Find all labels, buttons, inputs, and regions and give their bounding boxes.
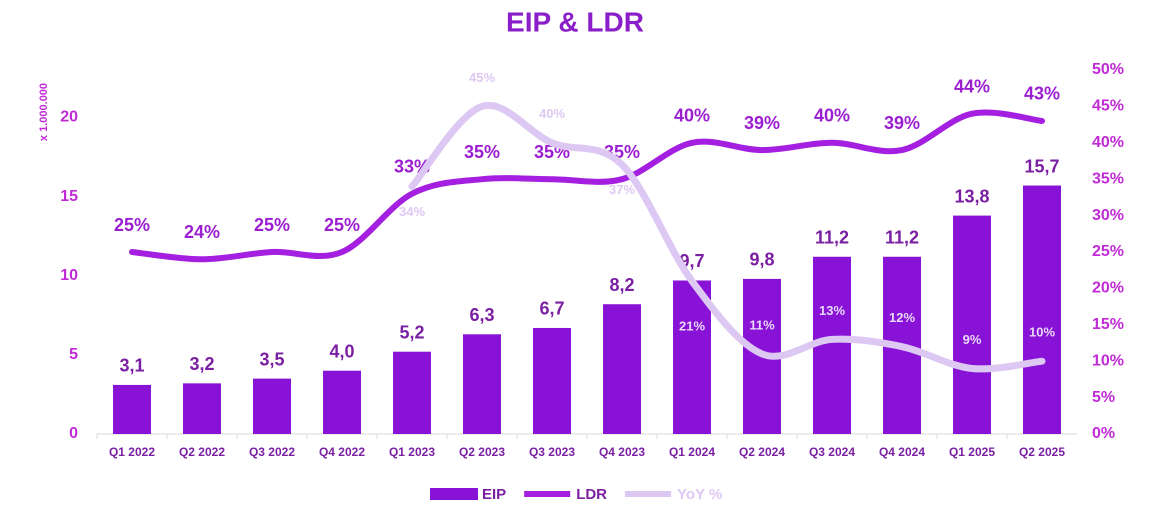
bar <box>393 351 431 434</box>
line-label: 43% <box>1024 84 1060 104</box>
y-tick-label: 20 <box>60 109 78 126</box>
bar-label: 11,2 <box>815 227 849 247</box>
bar <box>533 327 571 434</box>
line-label: 40% <box>674 106 710 126</box>
x-tick-label: Q1 2022 <box>109 445 155 459</box>
line-label: 24% <box>184 222 220 242</box>
y-axis-label: x 1.000.000 <box>38 83 50 141</box>
line-label: 25% <box>114 215 150 235</box>
bar <box>183 383 221 434</box>
x-tick-label: Q1 2024 <box>669 445 715 459</box>
line-label: 9% <box>963 332 982 347</box>
y2-tick-label: 10% <box>1092 352 1124 369</box>
x-tick-label: Q1 2025 <box>949 445 995 459</box>
bar-label: 9,8 <box>749 250 774 270</box>
bar-label: 8,2 <box>609 275 634 295</box>
line-label: 39% <box>884 113 920 133</box>
x-tick-label: Q4 2022 <box>319 445 365 459</box>
bar <box>673 280 711 434</box>
line-label: 25% <box>254 215 290 235</box>
y2-tick-label: 40% <box>1092 134 1124 151</box>
y2-tick-label: 35% <box>1092 170 1124 187</box>
y-tick-label: 0 <box>69 425 78 442</box>
bar-label: 5,2 <box>399 322 424 342</box>
y-tick-label: 5 <box>69 346 78 363</box>
bar-label: 6,3 <box>469 305 494 325</box>
y2-tick-label: 15% <box>1092 316 1124 333</box>
bar-label: 3,1 <box>119 356 144 376</box>
line-label: 35% <box>464 142 500 162</box>
bar <box>603 304 641 434</box>
y2-tick-label: 20% <box>1092 280 1124 297</box>
y-tick-label: 10 <box>60 267 78 284</box>
y2-tick-label: 30% <box>1092 207 1124 224</box>
legend-swatch <box>430 488 478 500</box>
line-label: 11% <box>749 317 775 332</box>
legend-label: EIP <box>482 486 506 503</box>
bar-label: 13,8 <box>954 186 989 206</box>
bar-label: 11,2 <box>885 227 919 247</box>
line-label: 12% <box>889 310 915 325</box>
y2-tick-label: 0% <box>1092 425 1115 442</box>
x-tick-label: Q3 2022 <box>249 445 295 459</box>
legend-label: YoY % <box>677 486 722 503</box>
x-tick-label: Q2 2022 <box>179 445 225 459</box>
chart-title: EIP & LDR <box>506 6 644 37</box>
line-label: 37% <box>609 182 635 197</box>
bar <box>253 378 291 434</box>
x-tick-label: Q3 2023 <box>529 445 575 459</box>
y2-tick-label: 50% <box>1092 61 1124 78</box>
x-tick-label: Q3 2024 <box>809 445 855 459</box>
y2-tick-label: 5% <box>1092 389 1115 406</box>
line-label: 13% <box>819 303 845 318</box>
bar-label: 15,7 <box>1024 156 1059 176</box>
x-tick-label: Q4 2024 <box>879 445 925 459</box>
line-label: 25% <box>324 215 360 235</box>
bar <box>323 370 361 434</box>
bar <box>953 215 991 434</box>
x-tick-label: Q2 2023 <box>459 445 505 459</box>
x-tick-label: Q1 2023 <box>389 445 435 459</box>
line-label: 10% <box>1029 325 1055 340</box>
y2-tick-label: 45% <box>1092 98 1124 115</box>
legend-label: LDR <box>576 486 607 503</box>
y2-tick-label: 25% <box>1092 243 1124 260</box>
y-tick-label: 15 <box>60 188 78 205</box>
bar-label: 3,5 <box>259 349 284 369</box>
x-tick-label: Q2 2025 <box>1019 445 1065 459</box>
line-label: 39% <box>744 113 780 133</box>
bar <box>463 334 501 434</box>
line-label: 40% <box>539 106 565 121</box>
line <box>129 109 1045 263</box>
bar <box>113 384 151 434</box>
line-label: 45% <box>469 70 495 85</box>
bar-label: 4,0 <box>329 341 354 361</box>
line-label: 44% <box>954 76 990 96</box>
line <box>408 101 1046 373</box>
bar-label: 3,2 <box>189 354 214 374</box>
x-tick-label: Q4 2023 <box>599 445 645 459</box>
line-label: 21% <box>679 319 705 334</box>
bar <box>1023 185 1061 434</box>
bar-label: 6,7 <box>539 299 564 319</box>
line-label: 34% <box>399 204 425 219</box>
x-tick-label: Q2 2024 <box>739 445 785 459</box>
line-label: 40% <box>814 106 850 126</box>
